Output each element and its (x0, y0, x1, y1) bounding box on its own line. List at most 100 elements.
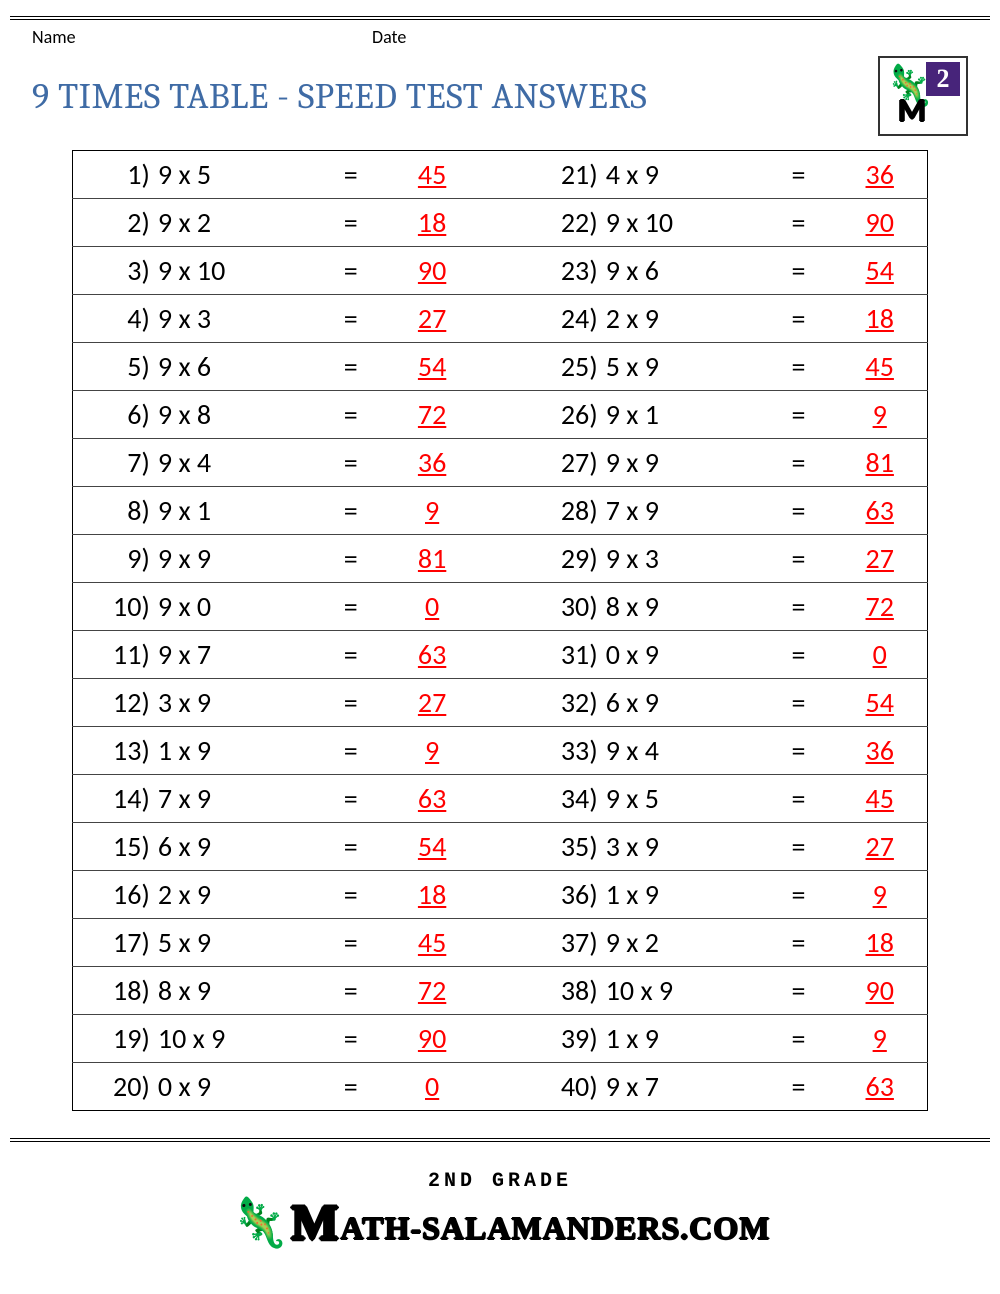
answer-cell: 9 (385, 487, 480, 535)
answer-cell: 9 (832, 391, 927, 439)
answer-cell: 45 (832, 775, 927, 823)
answer-cell: 0 (832, 631, 927, 679)
equals-cell: = (317, 343, 385, 391)
index-cell: 40) (520, 1063, 601, 1111)
table-row: 2)9 x 2=1822)9 x 10=90 (73, 199, 928, 247)
spacer-cell (480, 871, 521, 919)
problem-cell: 9 x 1 (154, 487, 317, 535)
problem-cell: 9 x 9 (602, 439, 765, 487)
table-row: 10)9 x 0=030)8 x 9=72 (73, 583, 928, 631)
index-cell: 32) (520, 679, 601, 727)
table-row: 3)9 x 10=9023)9 x 6=54 (73, 247, 928, 295)
table-row: 18)8 x 9=7238)10 x 9=90 (73, 967, 928, 1015)
problem-cell: 4 x 9 (602, 151, 765, 199)
spacer-cell (480, 1015, 521, 1063)
equals-cell: = (317, 487, 385, 535)
answer-cell: 90 (385, 1015, 480, 1063)
table-row: 8)9 x 1=928)7 x 9=63 (73, 487, 928, 535)
answer-cell: 45 (832, 343, 927, 391)
table-row: 7)9 x 4=3627)9 x 9=81 (73, 439, 928, 487)
index-cell: 16) (73, 871, 154, 919)
index-cell: 12) (73, 679, 154, 727)
problem-cell: 6 x 9 (602, 679, 765, 727)
footer-logo-m: M (291, 1193, 338, 1251)
equals-cell: = (317, 391, 385, 439)
index-cell: 13) (73, 727, 154, 775)
equals-cell: = (765, 1063, 833, 1111)
equals-cell: = (765, 727, 833, 775)
table-row: 6)9 x 8=7226)9 x 1=9 (73, 391, 928, 439)
problem-cell: 5 x 9 (602, 343, 765, 391)
problem-cell: 9 x 7 (602, 1063, 765, 1111)
table-row: 19)10 x 9=9039)1 x 9=9 (73, 1015, 928, 1063)
answer-cell: 9 (832, 871, 927, 919)
problem-cell: 8 x 9 (154, 967, 317, 1015)
problem-cell: 9 x 5 (154, 151, 317, 199)
spacer-cell (480, 247, 521, 295)
salamander-icon: 🦎 (230, 1199, 290, 1247)
index-cell: 20) (73, 1063, 154, 1111)
problem-cell: 9 x 10 (154, 247, 317, 295)
answer-cell: 72 (385, 391, 480, 439)
answer-cell: 63 (832, 1063, 927, 1111)
equals-cell: = (765, 535, 833, 583)
meta-row: Name Date (32, 26, 968, 48)
spacer-cell (480, 439, 521, 487)
title-row: 9 TIMES TABLE - SPEED TEST ANSWERS 🦎 2 M (32, 56, 968, 136)
answer-cell: 81 (832, 439, 927, 487)
table-row: 11)9 x 7=6331)0 x 9=0 (73, 631, 928, 679)
grade-badge: 2 (926, 62, 960, 96)
equals-cell: = (317, 295, 385, 343)
index-cell: 3) (73, 247, 154, 295)
spacer-cell (480, 583, 521, 631)
equals-cell: = (765, 391, 833, 439)
problem-cell: 10 x 9 (602, 967, 765, 1015)
index-cell: 37) (520, 919, 601, 967)
answer-cell: 27 (385, 679, 480, 727)
problem-cell: 3 x 9 (602, 823, 765, 871)
index-cell: 21) (520, 151, 601, 199)
table-row: 13)1 x 9=933)9 x 4=36 (73, 727, 928, 775)
equals-cell: = (317, 535, 385, 583)
equals-cell: = (765, 199, 833, 247)
brand-logo: 🦎 2 M (878, 56, 968, 136)
index-cell: 6) (73, 391, 154, 439)
index-cell: 27) (520, 439, 601, 487)
problem-cell: 8 x 9 (602, 583, 765, 631)
problem-cell: 3 x 9 (154, 679, 317, 727)
equals-cell: = (765, 919, 833, 967)
worksheet-frame: Name Date 9 TIMES TABLE - SPEED TEST ANS… (10, 16, 990, 1142)
index-cell: 28) (520, 487, 601, 535)
problem-cell: 9 x 6 (154, 343, 317, 391)
problem-cell: 9 x 1 (602, 391, 765, 439)
answer-cell: 63 (385, 631, 480, 679)
spacer-cell (480, 487, 521, 535)
problem-cell: 9 x 2 (154, 199, 317, 247)
index-cell: 1) (73, 151, 154, 199)
answer-cell: 27 (832, 535, 927, 583)
footer-site: 🦎 M ATH-SALAMANDERS.COM (230, 1193, 771, 1251)
index-cell: 24) (520, 295, 601, 343)
name-label: Name (32, 26, 372, 48)
answer-cell: 36 (385, 439, 480, 487)
problem-cell: 2 x 9 (602, 295, 765, 343)
equals-cell: = (317, 151, 385, 199)
table-row: 4)9 x 3=2724)2 x 9=18 (73, 295, 928, 343)
spacer-cell (480, 535, 521, 583)
equals-cell: = (765, 247, 833, 295)
answer-cell: 90 (832, 199, 927, 247)
problem-cell: 1 x 9 (154, 727, 317, 775)
spacer-cell (480, 823, 521, 871)
equals-cell: = (317, 727, 385, 775)
problem-cell: 0 x 9 (154, 1063, 317, 1111)
answer-cell: 27 (832, 823, 927, 871)
index-cell: 2) (73, 199, 154, 247)
problem-cell: 1 x 9 (602, 1015, 765, 1063)
table-row: 12)3 x 9=2732)6 x 9=54 (73, 679, 928, 727)
worksheet-table-wrap: 1)9 x 5=4521)4 x 9=362)9 x 2=1822)9 x 10… (72, 150, 928, 1111)
problem-cell: 9 x 0 (154, 583, 317, 631)
equals-cell: = (317, 1063, 385, 1111)
spacer-cell (480, 295, 521, 343)
equals-cell: = (317, 775, 385, 823)
answer-cell: 72 (385, 967, 480, 1015)
